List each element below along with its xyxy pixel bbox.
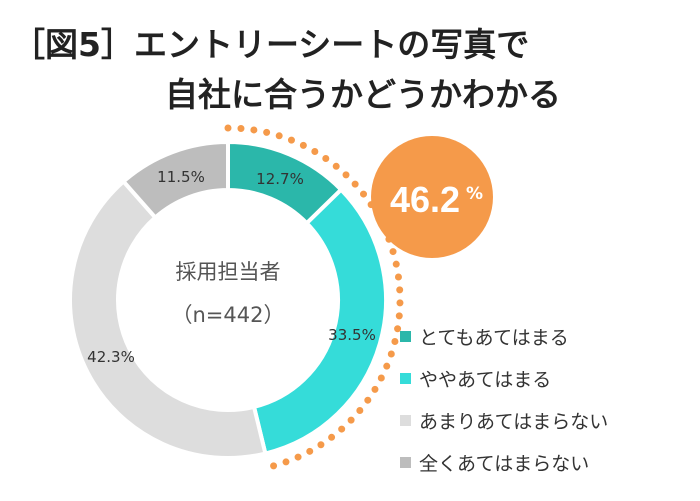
center-sublabel: （n=442） [172, 303, 285, 327]
center-label: 採用担当者 [176, 260, 281, 284]
legend-swatch [400, 373, 411, 384]
slice-2 [68, 178, 268, 460]
legend-label: ややあてはまる [419, 369, 552, 391]
legend-swatch [400, 457, 411, 468]
slice-3 [120, 139, 230, 221]
legend-item: とてもあてはまる [400, 323, 569, 350]
highlight-unit: % [466, 184, 483, 204]
legend-item: 全くあてはまらない [400, 449, 589, 476]
highlight-dotted-arc [224, 124, 404, 471]
legend-swatch [400, 331, 411, 342]
slice-label-3: 11.5% [157, 168, 205, 186]
slice-label-1: 33.5% [328, 326, 376, 344]
legend-item: ややあてはまる [400, 365, 551, 392]
legend-swatch [400, 415, 411, 426]
slice-1 [251, 186, 388, 456]
legend-label: とてもあてはまる [419, 327, 569, 349]
slice-label-2: 42.3% [87, 348, 135, 366]
title-line-1: ［図5］エントリーシートの写真で [12, 25, 530, 64]
title-line-2: 自社に合うかどうかわかる [165, 75, 561, 114]
legend-item: あまりあてはまらない [400, 407, 608, 434]
legend-label: 全くあてはまらない [419, 453, 590, 475]
highlight-value: 46.2 [390, 179, 460, 220]
legend-label: あまりあてはまらない [419, 411, 609, 433]
slice-label-0: 12.7% [256, 170, 304, 188]
highlight-bubble [371, 136, 493, 258]
